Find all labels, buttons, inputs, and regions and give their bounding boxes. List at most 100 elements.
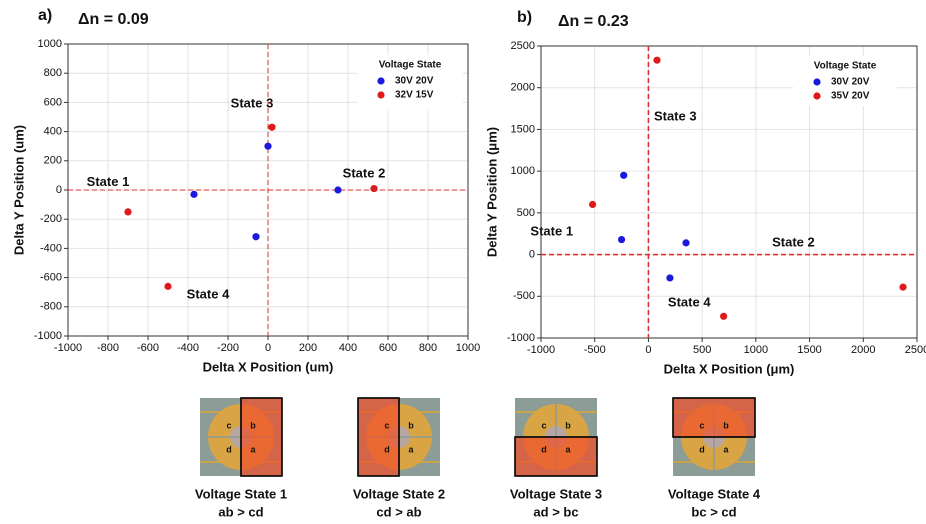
quadrant-label: d — [541, 444, 547, 454]
x-tick-label: -1000 — [54, 342, 82, 354]
x-tick-label: 600 — [379, 342, 397, 354]
y-axis-label: Delta Y Position (um) — [11, 125, 26, 255]
x-tick-label: 500 — [693, 344, 711, 356]
legend-marker — [813, 78, 821, 86]
annotation: State 2 — [343, 165, 386, 180]
point — [334, 186, 342, 194]
legend-marker — [377, 91, 385, 99]
y-tick-label: 500 — [517, 207, 535, 219]
legend-label: 30V 20V — [395, 76, 434, 87]
point — [164, 282, 172, 290]
legend-box — [793, 56, 897, 106]
y-tick-label: -1000 — [507, 332, 535, 344]
x-tick-label: 0 — [265, 342, 271, 354]
quadrant-label: b — [723, 420, 729, 430]
y-tick-label: 800 — [44, 67, 62, 79]
x-tick-label: 400 — [339, 342, 357, 354]
annotation: State 4 — [668, 294, 711, 309]
x-tick-label: 0 — [645, 344, 651, 356]
quadrant-label: c — [384, 420, 389, 430]
x-tick-label: -800 — [97, 342, 119, 354]
x-tick-label: 1000 — [456, 342, 480, 354]
quadrant-label: a — [250, 444, 256, 454]
annotation: State 4 — [187, 287, 230, 302]
panel-label: a) — [38, 7, 52, 24]
x-tick-label: -1000 — [527, 344, 555, 356]
active-region — [240, 397, 283, 477]
active-region — [514, 436, 598, 477]
y-tick-label: -1000 — [34, 330, 62, 342]
x-tick-label: -200 — [217, 342, 239, 354]
y-tick-label: -800 — [40, 301, 62, 313]
annotation: State 3 — [231, 95, 274, 110]
x-tick-label: 200 — [299, 342, 317, 354]
y-axis-label: Delta Y Position (μm) — [484, 127, 499, 257]
x-tick-label: 1500 — [797, 344, 821, 356]
quadrant-label: b — [408, 420, 414, 430]
annotation: State 1 — [530, 223, 573, 238]
y-tick-label: 2500 — [511, 40, 535, 52]
y-tick-label: 2000 — [511, 82, 535, 94]
x-axis-label: Delta X Position (μm) — [664, 361, 795, 376]
caption-subtitle: bc > cd — [691, 504, 736, 519]
caption-subtitle: ab > cd — [218, 504, 263, 519]
quadrant-label: b — [565, 420, 571, 430]
annotation: State 3 — [654, 108, 697, 123]
y-tick-label: -500 — [513, 290, 535, 302]
legend-label: 32V 15V — [395, 90, 434, 101]
x-tick-label: 800 — [419, 342, 437, 354]
quadrant-label: a — [565, 444, 571, 454]
x-axis-label: Delta X Position (um) — [203, 359, 334, 374]
legend-label: 30V 20V — [831, 77, 870, 88]
quadrant-label: d — [226, 444, 232, 454]
x-tick-label: -500 — [584, 344, 606, 356]
legend-title: Voltage State — [814, 61, 877, 72]
y-tick-label: 600 — [44, 96, 62, 108]
quadrant-label: c — [541, 420, 546, 430]
quadrant-label: a — [723, 444, 729, 454]
caption-subtitle: ad > bc — [533, 504, 578, 519]
x-tick-label: 1000 — [744, 344, 768, 356]
point — [370, 184, 378, 193]
plot-frame — [540, 45, 918, 339]
quadrant-label: c — [699, 420, 704, 430]
caption-title: Voltage State 1 — [195, 486, 287, 501]
y-tick-label: -600 — [40, 272, 62, 284]
chart-title: Δn = 0.23 — [558, 13, 629, 30]
point — [620, 171, 628, 179]
point — [682, 239, 690, 247]
point — [653, 56, 661, 64]
point — [899, 283, 907, 291]
caption-subtitle: cd > ab — [376, 504, 421, 519]
point — [124, 208, 132, 216]
annotation: State 2 — [772, 234, 815, 249]
active-region — [672, 397, 756, 438]
point — [190, 190, 198, 198]
legend-label: 35V 20V — [831, 91, 870, 102]
quadrant-label: c — [226, 420, 231, 430]
y-tick-label: 1000 — [511, 165, 535, 177]
y-tick-label: 1500 — [511, 123, 535, 135]
legend-marker — [813, 92, 821, 100]
x-tick-label: -600 — [137, 342, 159, 354]
chart-title: Δn = 0.09 — [78, 11, 149, 28]
legend-title: Voltage State — [379, 60, 442, 71]
legend-box — [357, 55, 463, 111]
active-region — [357, 397, 400, 477]
y-tick-label: -200 — [40, 213, 62, 225]
point — [588, 200, 597, 209]
panel-label: b) — [517, 9, 532, 26]
y-tick-label: 0 — [56, 184, 62, 196]
y-tick-label: 400 — [44, 126, 62, 138]
x-tick-label: -400 — [177, 342, 199, 354]
point — [617, 235, 626, 244]
annotation: State 1 — [87, 174, 130, 189]
caption-title: Voltage State 3 — [510, 486, 602, 501]
point — [268, 123, 276, 131]
point — [252, 233, 260, 241]
x-tick-label: 2500 — [905, 344, 926, 356]
y-tick-label: 200 — [44, 155, 62, 167]
caption-title: Voltage State 2 — [353, 486, 445, 501]
quadrant-label: d — [384, 444, 390, 454]
point — [720, 312, 728, 320]
